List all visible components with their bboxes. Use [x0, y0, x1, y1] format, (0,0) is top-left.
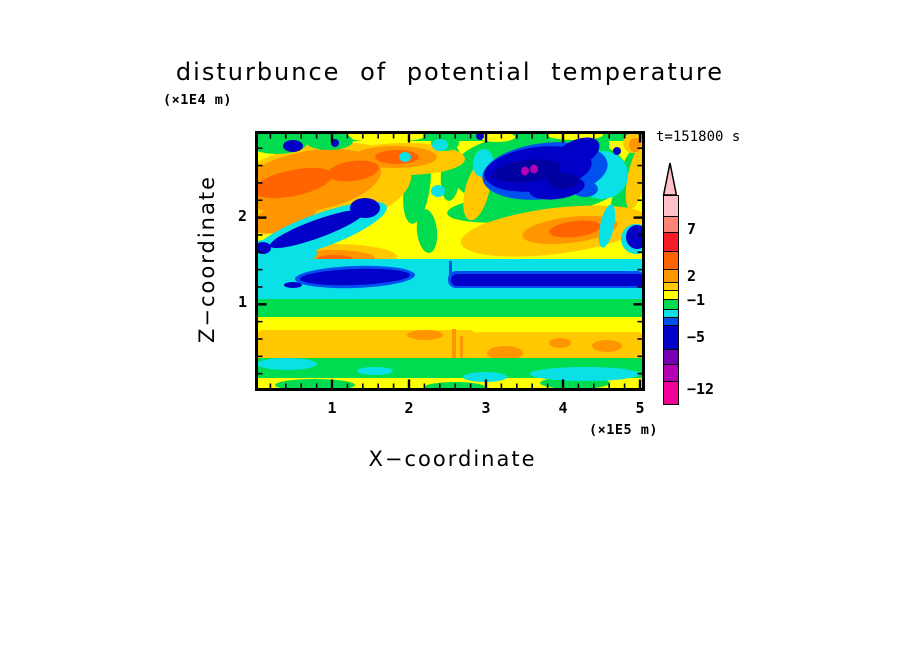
colorbar-cell-orange_dark: [664, 251, 678, 269]
field-orange-dark: [255, 150, 601, 263]
colorbar-cell-yellow: [664, 290, 678, 299]
x-tick-label: 2: [404, 399, 414, 417]
colorbar-cell-purple: [664, 349, 678, 364]
plot-area: [255, 131, 645, 391]
contour-field: [255, 131, 645, 391]
colorbar-level-label: 7: [687, 220, 697, 238]
colorbar-cell-orange: [664, 269, 678, 282]
field-cyan-bottom: [257, 358, 640, 382]
x-tick-label: 1: [327, 399, 337, 417]
colorbar-arrow: [662, 162, 678, 196]
colorbar-cell-salmon: [664, 216, 678, 232]
colorbar-cell-pale_pink: [664, 196, 678, 216]
x-tick-label: 5: [635, 399, 645, 417]
colorbar-cell-gold: [664, 282, 678, 290]
colorbar-cell-magenta: [664, 381, 678, 404]
x-axis-units: (×1E5 m): [588, 422, 658, 438]
colorbar-level-label: 2: [687, 267, 697, 285]
plot-frame: [255, 131, 645, 391]
y-tick-label: 1: [237, 293, 247, 312]
x-tick-label: 4: [558, 399, 568, 417]
colorbar-level-label: −12: [687, 380, 715, 398]
colorbar-cell-green: [664, 299, 678, 309]
field-gold-band: [255, 330, 645, 360]
x-axis-label: X−coordinate: [368, 447, 537, 471]
field-magenta-spots: [521, 164, 538, 176]
y-tick-label: 2: [237, 206, 247, 225]
x-tick-label: 3: [481, 399, 491, 417]
colorbar-cell-navy: [664, 325, 678, 349]
colorbar-cell-cyan: [664, 309, 678, 317]
colorbar-cell-magenta_purple: [664, 364, 678, 381]
time-annotation: t=151800 s: [656, 129, 741, 145]
field-orange-spots: [407, 329, 622, 367]
colorbar-cell-red: [664, 232, 678, 251]
colorbar-level-label: −1: [687, 291, 706, 309]
colorbar: [663, 195, 679, 405]
y-axis-label: Z−coordinate: [195, 175, 219, 343]
y-axis-units: (×1E4 m): [163, 92, 233, 108]
field-green-band: [255, 299, 645, 317]
colorbar-level-label: −5: [687, 328, 706, 346]
colorbar-cell-blue: [664, 317, 678, 325]
chart-title: disturbunce of potential temperature: [175, 58, 725, 86]
